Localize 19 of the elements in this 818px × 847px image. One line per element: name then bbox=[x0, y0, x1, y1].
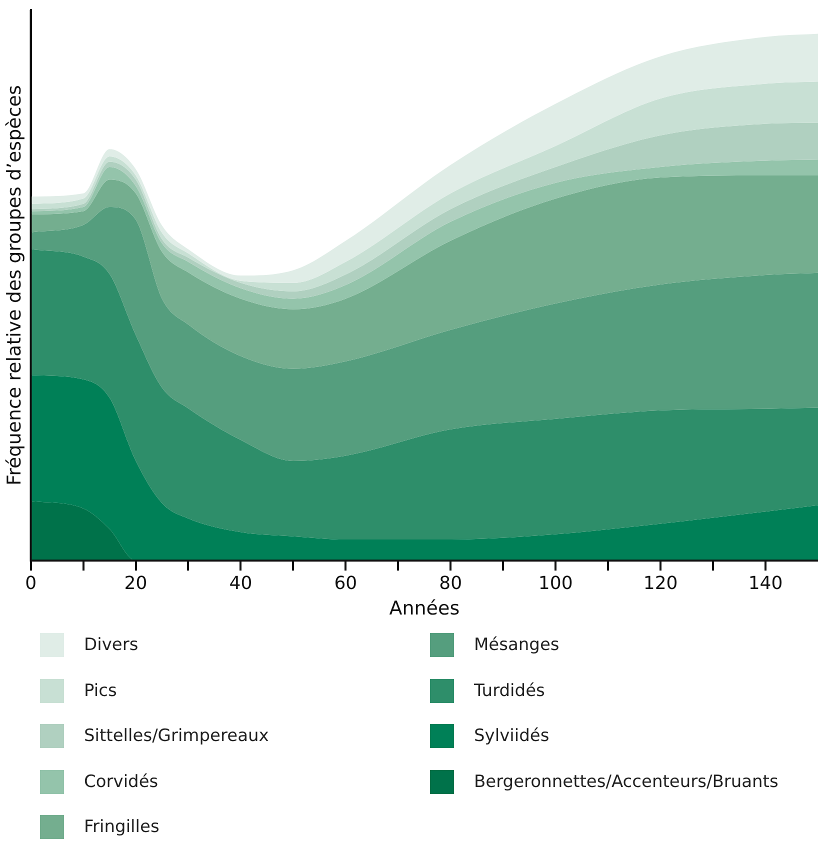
legend-label: Corvidés bbox=[84, 772, 158, 792]
legend-label: Turdidés bbox=[474, 680, 545, 700]
legend-label: Sylviidés bbox=[474, 726, 550, 746]
x-tick-label: 20 bbox=[124, 573, 148, 594]
x-axis-title: Années bbox=[389, 598, 460, 620]
legend-label: Pics bbox=[84, 680, 117, 700]
legend-label: Bergeronnettes/Accenteurs/Bruants bbox=[474, 772, 778, 792]
x-tick-label: 0 bbox=[25, 573, 37, 594]
x-tick-label: 40 bbox=[229, 573, 252, 594]
legend-label: Sittelles/Grimpereaux bbox=[84, 726, 269, 746]
x-tick-label: 140 bbox=[748, 573, 783, 594]
legend-label: Mésanges bbox=[474, 635, 560, 655]
x-tick-label: 120 bbox=[643, 573, 678, 594]
legend-label: Fringilles bbox=[84, 817, 160, 837]
x-tick-label: 60 bbox=[334, 573, 358, 594]
x-tick-label: 80 bbox=[439, 573, 462, 594]
y-axis-title: Fréquence relative des groupes d’espèces bbox=[3, 85, 26, 486]
x-tick-label: 100 bbox=[538, 573, 573, 594]
legend-label: Divers bbox=[84, 635, 138, 655]
